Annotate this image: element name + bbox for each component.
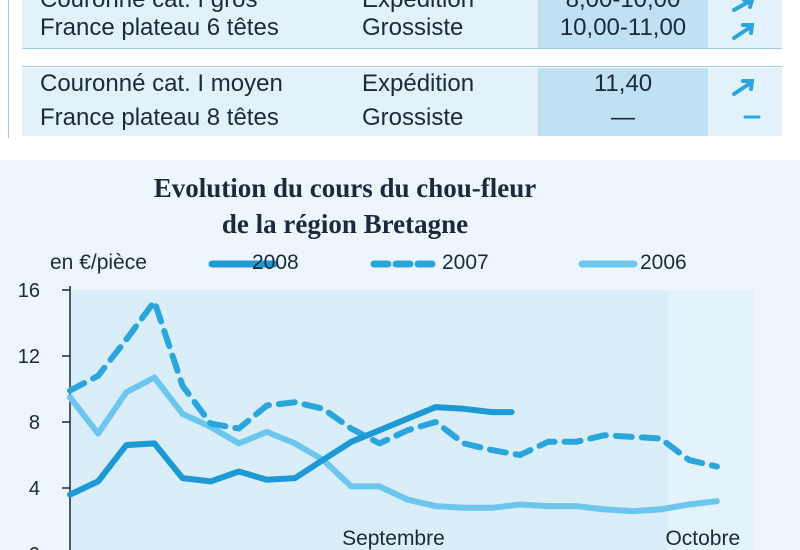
table-cell-market: Expédition <box>362 70 475 97</box>
table-cell-product: Couronné cat. I moyen <box>40 70 283 97</box>
table-cell-market: Grossiste <box>362 14 464 41</box>
legend-swatch-2007 <box>370 260 440 268</box>
price-column-bg <box>538 68 708 136</box>
table-cell-price: — <box>611 104 635 131</box>
table-cell-product: France plateau 8 têtes <box>40 104 279 131</box>
y-tick-label: 16 <box>18 280 40 302</box>
table-cell-market: Grossiste <box>362 104 464 131</box>
chart-title-line2: de la région Bretagne <box>221 209 469 239</box>
table-cell-product: Couronné cat. I gros <box>40 0 257 14</box>
table-cell-price: 11,40 <box>593 70 653 97</box>
legend-label-2006: 2006 <box>640 251 687 274</box>
x-month-label: Septembre <box>342 527 445 550</box>
plot-area <box>70 290 668 550</box>
y-tick-label: 8 <box>29 412 40 434</box>
table-cell-market: Expédition <box>362 0 474 14</box>
chart-title-line1: Evolution du cours du chou-fleur <box>153 173 537 203</box>
price-column-bg <box>538 0 708 48</box>
x-month-label: Octobre <box>665 527 740 550</box>
table-left-rule <box>8 0 9 138</box>
y-tick-label: 4 <box>29 478 40 500</box>
table-cell-price: 10,00-11,00 <box>559 14 687 41</box>
series-line-2008 <box>67 404 515 498</box>
y-tick-label: 0 <box>29 544 40 550</box>
legend-label-2008: 2008 <box>252 251 299 274</box>
arrow-up-right-icon <box>732 0 755 12</box>
legend-swatch-2006 <box>578 260 638 268</box>
legend-swatch-2008 <box>208 260 278 268</box>
legend-label-2007: 2007 <box>442 251 489 274</box>
y-tick-label: 12 <box>18 346 40 368</box>
price-table: Couronné cat. I gros Expédition 8,00-10,… <box>0 0 800 142</box>
table-separator <box>22 66 782 67</box>
series-line-2007 <box>67 298 720 470</box>
table-cell-product: France plateau 6 têtes <box>40 14 279 41</box>
arrow-up-right-icon <box>732 79 755 96</box>
series-line-2006 <box>67 374 720 515</box>
chart-unit-label: en €/pièce <box>50 251 147 274</box>
table-separator <box>22 48 782 49</box>
plot-area-shade <box>668 290 754 550</box>
dash-icon <box>743 115 761 119</box>
arrow-up-right-icon <box>732 23 755 40</box>
table-cell-price: 8,00-10,00 <box>538 0 708 14</box>
